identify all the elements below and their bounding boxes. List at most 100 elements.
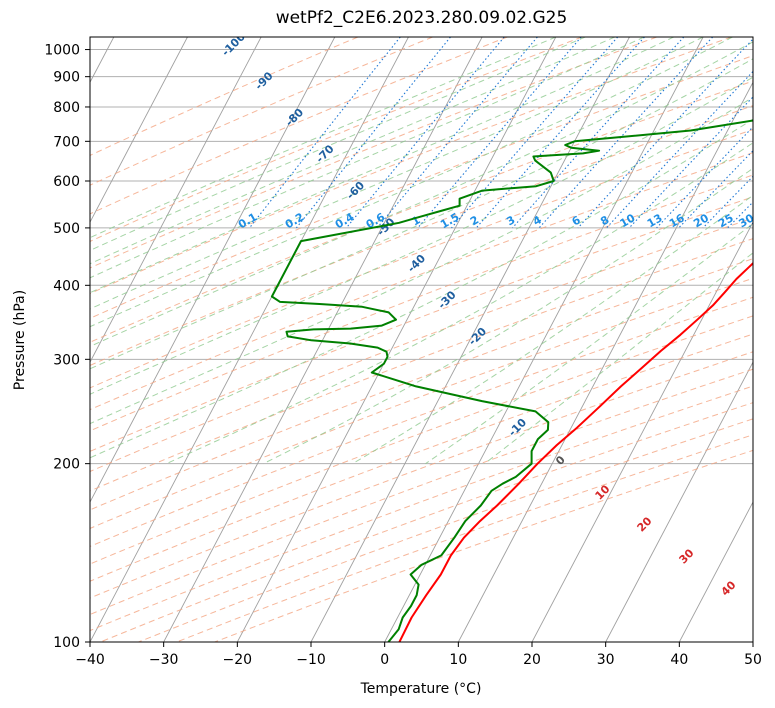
- moist-adiabat-line: [90, 37, 556, 239]
- sounding-profiles: [270, 119, 753, 642]
- dry-adiabat-line: [90, 196, 753, 452]
- adiabat-label: -40: [405, 252, 428, 275]
- x-tick-label: 50: [744, 652, 762, 668]
- plot-area: -100-90-80-70-60-50-40-30-20-10010203040…: [90, 30, 775, 642]
- mixing-ratio-line: [727, 201, 753, 229]
- moist-adiabat-line: [90, 37, 733, 328]
- adiabat-label: -80: [283, 106, 306, 129]
- x-tick-label: 20: [523, 652, 541, 668]
- mixing-ratio-line: [376, 37, 538, 229]
- mixing-ratio-line: [606, 70, 753, 229]
- dry-adiabat-line: [90, 37, 583, 242]
- dry-adiabat-line: [90, 80, 753, 343]
- y-tick-label: 600: [53, 174, 80, 190]
- mixing-ratio-line: [538, 37, 714, 229]
- moist-adiabat-line: [90, 96, 753, 425]
- isotherm-line: [163, 37, 483, 642]
- adiabat-label: -100: [219, 30, 248, 59]
- x-tick-label: 40: [670, 652, 688, 668]
- adiabat-label: -60: [344, 179, 367, 202]
- mixing-ratio-label: 6: [570, 213, 583, 228]
- y-tick-label: 700: [53, 134, 80, 150]
- y-tick-label: 900: [53, 70, 80, 86]
- dry-adiabat-line: [90, 217, 753, 473]
- x-tick-label: 0: [380, 652, 389, 668]
- moist-adiabat-line: [90, 37, 645, 279]
- mixing-ratio-line: [249, 37, 401, 229]
- adiabat-label: 10: [593, 482, 613, 502]
- mixing-ratio-label: 36: [757, 211, 775, 230]
- pressure-gridlines: [90, 49, 753, 642]
- x-axis-label: Temperature (°C): [360, 681, 482, 697]
- moist-adiabat-line: [263, 167, 753, 465]
- mixing-ratio-lines: [249, 37, 753, 229]
- dry-adiabat-line: [90, 351, 753, 599]
- dry-adiabat-line: [90, 238, 753, 492]
- y-tick-label: 200: [53, 457, 80, 473]
- y-axis-label: Pressure (hPa): [12, 290, 28, 390]
- dry-adiabat-line: [90, 128, 753, 389]
- mixing-ratio-label: 4: [531, 213, 544, 228]
- mixing-ratio-line: [747, 222, 753, 229]
- mixing-ratio-line: [451, 37, 619, 229]
- x-tick-label: 30: [597, 652, 615, 668]
- moist-adiabat-lines: [90, 37, 753, 465]
- isotherm-line: [236, 37, 557, 642]
- mixing-ratio-line: [628, 96, 753, 229]
- mixing-ratio-label: 2: [468, 213, 481, 228]
- mixing-ratio-label: 30: [736, 211, 756, 230]
- mixing-ratio-line: [656, 126, 753, 229]
- y-tick-label: 100: [53, 635, 80, 651]
- dry-adiabat-lines: [90, 37, 753, 642]
- chart-title: wetPf2_C2E6.2023.280.09.02.G25: [275, 8, 568, 28]
- adiabat-label: 40: [719, 578, 739, 598]
- dry-adiabat-line: [90, 385, 753, 632]
- dry-adiabat-line: [90, 37, 433, 186]
- isotherm-line: [90, 37, 336, 504]
- dewpoint-profile: [270, 119, 753, 642]
- dry-adiabat-line: [90, 315, 753, 565]
- y-axis: 1000 900 800 700 600 500 400 300 200 100: [44, 43, 90, 651]
- mixing-ratio-line: [512, 37, 685, 229]
- adiabat-label: -30: [435, 288, 458, 311]
- isotherm-lines: [90, 37, 753, 642]
- isotherm-line: [678, 501, 753, 642]
- dry-adiabat-line: [90, 37, 657, 269]
- x-tick-label: 10: [449, 652, 467, 668]
- moist-adiabat-line: [90, 37, 704, 310]
- isotherm-line: [90, 37, 409, 642]
- dry-adiabat-line: [90, 37, 508, 215]
- y-tick-label: 300: [53, 352, 80, 368]
- x-tick-label: −20: [223, 652, 253, 668]
- mixing-ratio-line: [577, 38, 753, 229]
- moist-adiabat-line: [166, 142, 753, 465]
- isotherm-line: [531, 221, 753, 642]
- temperature-profile: [398, 261, 753, 642]
- x-tick-label: −30: [149, 652, 179, 668]
- mixing-ratio-line: [702, 175, 753, 229]
- isotherm-line: [90, 37, 188, 224]
- mixing-ratio-line: [475, 37, 645, 229]
- isotherm-line: [384, 37, 704, 642]
- moist-adiabat-line: [352, 194, 753, 465]
- adiabat-label: 0: [553, 453, 568, 468]
- dry-adiabat-line: [90, 296, 753, 547]
- adiabat-label: 20: [635, 514, 655, 534]
- moist-adiabat-line: [90, 41, 753, 348]
- dry-adiabat-line: [90, 174, 753, 432]
- dry-adiabat-line: [90, 258, 753, 511]
- moist-adiabat-line: [90, 76, 753, 395]
- adiabat-label: -20: [466, 325, 489, 348]
- dry-adiabat-line: [90, 333, 753, 582]
- y-tick-label: 1000: [44, 43, 80, 59]
- dry-adiabat-line: [90, 55, 753, 319]
- y-tick-label: 500: [53, 221, 80, 237]
- y-tick-label: 800: [53, 100, 80, 116]
- moist-adiabat-line: [90, 58, 753, 370]
- mixing-ratio-line: [345, 37, 505, 229]
- dry-adiabat-line: [90, 152, 753, 411]
- moist-adiabat-line: [90, 37, 586, 252]
- plot-frame: [89, 36, 754, 643]
